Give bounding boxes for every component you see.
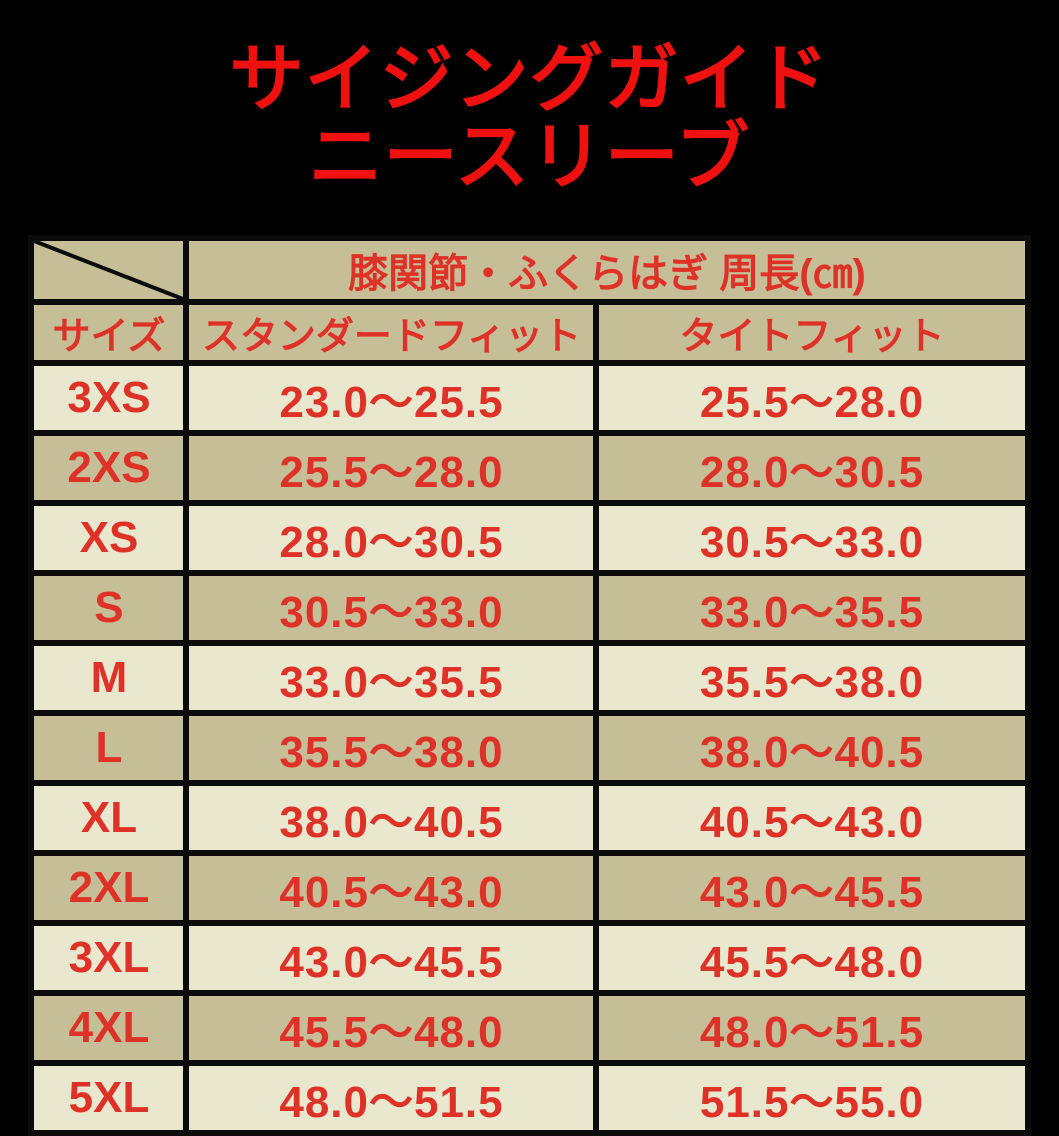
sizing-table: 膝関節・ふくらはぎ 周長(㎝) サイズ スタンダードフィット タイトフィット 3… (28, 234, 1031, 1136)
table-row-4xl: 4XL 45.5～48.0 48.0～51.5 (28, 989, 1031, 1066)
span-header: 膝関節・ふくらはぎ 周長(㎝) (183, 234, 1031, 305)
standard-fit-cell: 45.5～48.0 (183, 989, 600, 1066)
standard-fit-cell: 30.5～33.0 (183, 569, 600, 646)
corner-cell (28, 234, 190, 305)
tight-fit-cell: 40.5～43.0 (593, 779, 1031, 856)
table-row-xs: XS 28.0～30.5 30.5～33.0 (28, 499, 1031, 576)
standard-fit-cell: 25.5～28.0 (183, 429, 600, 506)
table-row-xl: XL 38.0～40.5 40.5～43.0 (28, 779, 1031, 856)
size-cell: 2XS (28, 429, 190, 506)
table-row-2xs: 2XS 25.5～28.0 28.0～30.5 (28, 429, 1031, 506)
page-title: サイジングガイド ニースリーブ (0, 0, 1059, 197)
table-row-m: M 33.0～35.5 35.5～38.0 (28, 639, 1031, 716)
standard-fit-cell: 35.5～38.0 (183, 709, 600, 786)
size-cell: L (28, 709, 190, 786)
size-cell: 3XL (28, 919, 190, 996)
tight-fit-cell: 33.0～35.5 (593, 569, 1031, 646)
diagonal-line-icon (34, 241, 183, 299)
table-row-l: L 35.5～38.0 38.0～40.5 (28, 709, 1031, 786)
size-cell: 4XL (28, 989, 190, 1066)
tight-fit-cell: 51.5～55.0 (593, 1059, 1031, 1136)
standard-fit-cell: 23.0～25.5 (183, 359, 600, 436)
size-cell: S (28, 569, 190, 646)
column-header-standard-fit: スタンダードフィット (183, 298, 600, 366)
size-cell: 3XS (28, 359, 190, 436)
standard-fit-cell: 28.0～30.5 (183, 499, 600, 576)
tight-fit-cell: 25.5～28.0 (593, 359, 1031, 436)
tight-fit-cell: 30.5～33.0 (593, 499, 1031, 576)
title-line-2: ニースリーブ (308, 115, 751, 199)
title-line-1: サイジングガイド (229, 37, 830, 120)
standard-fit-cell: 38.0～40.5 (183, 779, 600, 856)
size-cell: 5XL (28, 1059, 190, 1136)
tight-fit-cell: 35.5～38.0 (593, 639, 1031, 716)
standard-fit-cell: 43.0～45.5 (183, 919, 600, 996)
column-header-tight-fit: タイトフィット (593, 298, 1031, 366)
size-cell: 2XL (28, 849, 190, 926)
standard-fit-cell: 40.5～43.0 (183, 849, 600, 926)
tight-fit-cell: 28.0～30.5 (593, 429, 1031, 506)
tight-fit-cell: 43.0～45.5 (593, 849, 1031, 926)
header-row-span: 膝関節・ふくらはぎ 周長(㎝) (28, 234, 1031, 305)
tight-fit-cell: 45.5～48.0 (593, 919, 1031, 996)
size-cell: M (28, 639, 190, 716)
table-row-3xl: 3XL 43.0～45.5 45.5～48.0 (28, 919, 1031, 996)
size-cell: XS (28, 499, 190, 576)
size-cell: XL (28, 779, 190, 856)
table-row-5xl: 5XL 48.0～51.5 51.5～55.0 (28, 1059, 1031, 1136)
column-header-size: サイズ (28, 298, 190, 366)
header-row-columns: サイズ スタンダードフィット タイトフィット (28, 298, 1031, 366)
table-row-3xs: 3XS 23.0～25.5 25.5～28.0 (28, 359, 1031, 436)
tight-fit-cell: 48.0～51.5 (593, 989, 1031, 1066)
standard-fit-cell: 33.0～35.5 (183, 639, 600, 716)
tight-fit-cell: 38.0～40.5 (593, 709, 1031, 786)
table-row-s: S 30.5～33.0 33.0～35.5 (28, 569, 1031, 646)
table-row-2xl: 2XL 40.5～43.0 43.0～45.5 (28, 849, 1031, 926)
standard-fit-cell: 48.0～51.5 (183, 1059, 600, 1136)
